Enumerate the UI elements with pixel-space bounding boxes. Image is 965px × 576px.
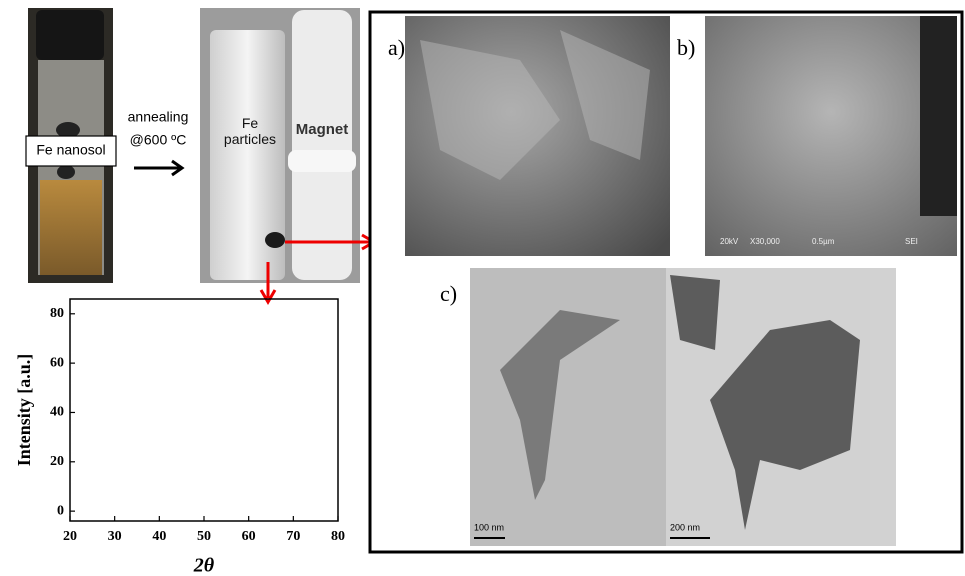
sem-info: SEI bbox=[905, 237, 918, 246]
panel-label: b) bbox=[677, 35, 695, 60]
x-tick-label: 20 bbox=[63, 529, 77, 544]
sem-info: 0.5µm bbox=[812, 237, 835, 246]
vial-label: Fe nanosol bbox=[36, 142, 105, 158]
scale-label: 100 nm bbox=[474, 522, 504, 532]
y-tick-label: 0 bbox=[57, 503, 64, 518]
y-tick-label: 60 bbox=[50, 355, 64, 370]
x-tick-label: 30 bbox=[108, 529, 122, 544]
y-axis-label: Intensity [a.u.] bbox=[14, 354, 34, 467]
x-tick-label: 60 bbox=[242, 529, 256, 544]
arrow-label: @600 ºC bbox=[130, 132, 187, 148]
y-tick-label: 80 bbox=[50, 306, 64, 321]
panel-label: c) bbox=[440, 281, 457, 306]
arrow-label: annealing bbox=[128, 109, 189, 125]
scale-label: 200 nm bbox=[670, 522, 700, 532]
y-tick-label: 40 bbox=[50, 405, 64, 420]
sem-texture bbox=[920, 16, 957, 216]
y-tick-label: 20 bbox=[50, 454, 64, 469]
tem-image-left bbox=[470, 268, 666, 546]
particles-label-box: Fe particles bbox=[215, 115, 285, 175]
panel-label: a) bbox=[388, 35, 405, 60]
x-tick-label: 80 bbox=[331, 529, 345, 544]
figure-canvas: Fe nanosol annealing @600 ºC Fe particle… bbox=[0, 0, 965, 576]
particles-label: Fe particles bbox=[215, 115, 285, 147]
figure: Fe nanosol annealing @600 ºC Fe particle… bbox=[0, 0, 965, 576]
sem-info: X30,000 bbox=[750, 237, 780, 246]
arrow bbox=[134, 161, 182, 175]
sem-info: 20kV bbox=[720, 237, 739, 246]
sem-image-b bbox=[705, 16, 957, 256]
xrd-chart: 0 20 40 60 80 20 30 40 50 60 70 80 2θ Intensity [a.u.… bbox=[14, 299, 345, 576]
x-tick-label: 50 bbox=[197, 529, 211, 544]
x-tick-label: 40 bbox=[152, 529, 166, 544]
x-tick-label: 70 bbox=[286, 529, 300, 544]
plot-frame bbox=[70, 299, 338, 521]
magnet-label: Magnet bbox=[296, 121, 349, 138]
x-axis-label: 2θ bbox=[193, 555, 215, 576]
